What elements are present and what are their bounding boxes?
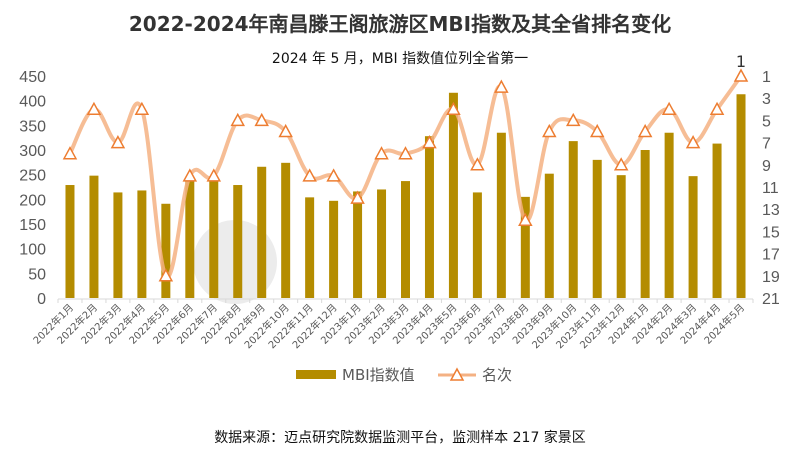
bar-mbi bbox=[688, 176, 698, 298]
bar-mbi bbox=[65, 185, 75, 298]
right-axis-tick: 11 bbox=[762, 180, 779, 197]
rank-marker-triangle bbox=[446, 101, 461, 116]
rank-marker-triangle bbox=[685, 135, 701, 149]
bar-mbi bbox=[185, 179, 195, 298]
data-source: 数据来源：迈点研究院数据监测平台，监测样本 217 家景区 bbox=[214, 430, 586, 446]
bar-mbi bbox=[281, 162, 291, 298]
rank-marker-triangle bbox=[709, 101, 725, 116]
bar-mbi bbox=[616, 175, 626, 298]
rank-marker-triangle bbox=[302, 168, 317, 182]
rank-marker-triangle bbox=[733, 68, 749, 82]
bar-mbi bbox=[736, 94, 746, 299]
rank-marker-triangle bbox=[542, 123, 557, 138]
rank-marker-triangle bbox=[350, 190, 365, 204]
bar-mbi bbox=[377, 189, 387, 298]
left-axis-tick: 100 bbox=[19, 242, 46, 259]
chart-title: 2022-2024年南昌滕王阁旅游区MBI指数及其全省排名变化 bbox=[128, 12, 672, 36]
right-axis-tick: 17 bbox=[762, 247, 780, 264]
bar-mbi bbox=[424, 136, 434, 298]
rank-marker-triangle bbox=[374, 146, 389, 160]
rank-marker-triangle bbox=[613, 157, 629, 171]
right-axis-tick: 3 bbox=[762, 91, 771, 108]
rank-marker-triangle bbox=[254, 112, 269, 127]
left-axis-tick: 200 bbox=[19, 192, 46, 209]
rank-marker-triangle bbox=[134, 101, 150, 116]
bar-mbi bbox=[568, 141, 578, 298]
rank-marker-triangle bbox=[206, 168, 222, 182]
right-axis-tick: 7 bbox=[762, 136, 771, 153]
rank-marker-triangle bbox=[326, 168, 341, 182]
left-axis-tick: 450 bbox=[19, 69, 46, 86]
bar-mbi bbox=[257, 166, 267, 298]
right-axis-tick: 5 bbox=[762, 113, 771, 130]
left-axis-tick: 350 bbox=[19, 118, 46, 135]
rank-marker-triangle bbox=[230, 112, 246, 127]
bar-mbi bbox=[233, 185, 243, 298]
bar-mbi bbox=[664, 132, 674, 298]
right-axis-tick: 19 bbox=[762, 269, 780, 286]
rank-marker-triangle bbox=[110, 135, 126, 149]
right-axis-tick: 21 bbox=[762, 291, 780, 308]
bar-mbi bbox=[161, 203, 171, 298]
rank-marker-triangle bbox=[637, 123, 653, 138]
left-axis-tick: 400 bbox=[19, 94, 46, 111]
bar-mbi bbox=[353, 191, 363, 298]
bar-mbi bbox=[640, 150, 650, 298]
bar-mbi bbox=[401, 181, 410, 298]
rank-marker-triangle bbox=[158, 268, 174, 282]
right-axis-tick: 13 bbox=[762, 202, 780, 219]
bar-mbi bbox=[496, 132, 506, 298]
left-axis-tick: 150 bbox=[19, 217, 46, 234]
left-axis-tick: 300 bbox=[19, 143, 46, 160]
rank-annotation: 1 bbox=[736, 52, 746, 71]
legend-triangle-icon bbox=[449, 367, 465, 381]
rank-marker-triangle bbox=[470, 157, 485, 171]
rank-marker-triangle bbox=[398, 146, 413, 160]
right-axis-tick: 1 bbox=[762, 69, 771, 86]
legend-label-mbi: MBI指数值 bbox=[342, 366, 415, 384]
bar-mbi bbox=[209, 179, 219, 298]
bar-mbi bbox=[89, 175, 99, 298]
right-axis-tick: 15 bbox=[762, 224, 780, 241]
left-axis-tick: 250 bbox=[19, 168, 46, 185]
rank-marker-triangle bbox=[422, 135, 437, 149]
legend-label-rank: 名次 bbox=[482, 366, 512, 384]
bar-mbi bbox=[592, 159, 602, 298]
bar-mbi bbox=[329, 200, 339, 298]
left-axis-tick: 0 bbox=[37, 291, 46, 308]
rank-marker-triangle bbox=[661, 101, 677, 116]
rank-marker-triangle bbox=[182, 168, 198, 182]
bar-mbi bbox=[113, 192, 123, 298]
rank-marker-triangle bbox=[494, 79, 509, 93]
chart-subtitle: 2024 年 5 月，MBI 指数值位列全省第一 bbox=[271, 51, 529, 67]
rank-marker-triangle bbox=[62, 146, 78, 160]
left-axis-tick: 50 bbox=[28, 266, 46, 283]
bar-mbi bbox=[137, 190, 147, 298]
rank-marker-triangle bbox=[518, 212, 533, 227]
right-axis-tick: 9 bbox=[762, 158, 771, 175]
legend-swatch-bar bbox=[296, 370, 336, 379]
rank-marker-triangle bbox=[86, 101, 102, 116]
bar-mbi bbox=[544, 173, 554, 298]
bar-mbi bbox=[305, 197, 315, 298]
bar-mbi bbox=[712, 143, 722, 298]
bar-mbi bbox=[520, 196, 530, 298]
rank-marker-triangle bbox=[589, 123, 605, 138]
rank-marker-triangle bbox=[278, 123, 293, 138]
rank-marker-triangle bbox=[565, 112, 581, 127]
bar-mbi bbox=[448, 92, 458, 298]
bar-mbi bbox=[472, 192, 482, 298]
